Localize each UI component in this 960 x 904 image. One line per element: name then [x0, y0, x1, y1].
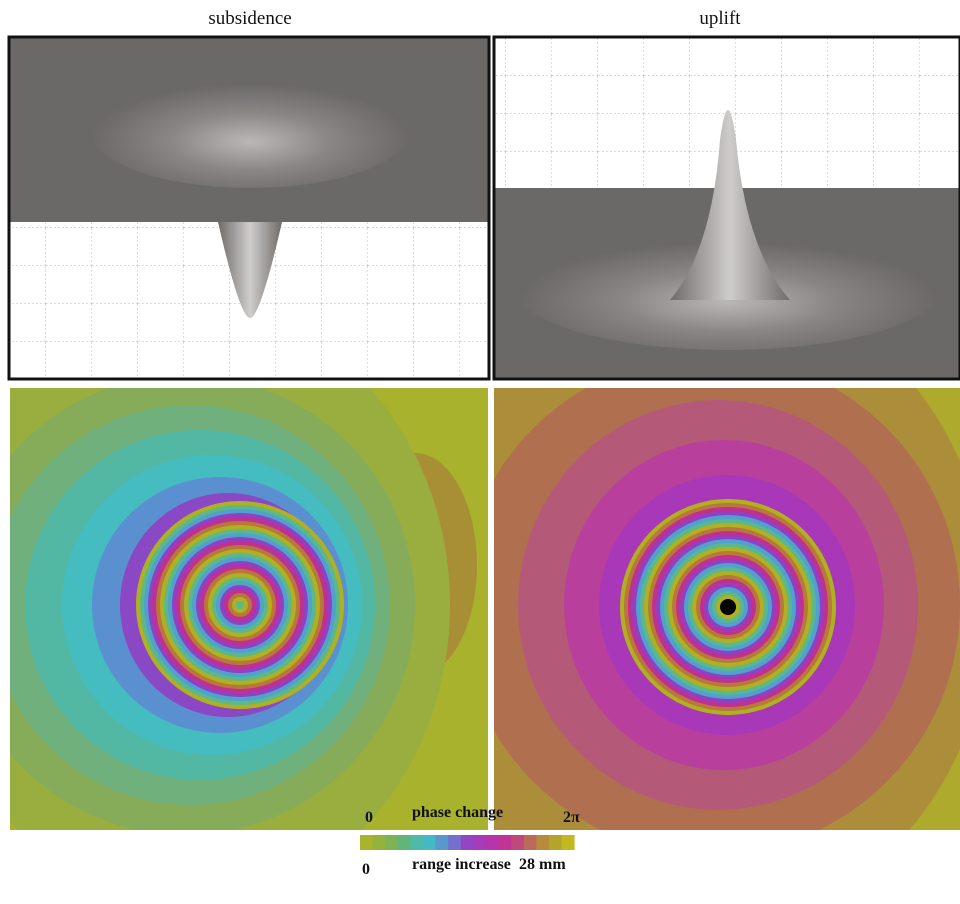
colorbar-segment: [423, 835, 436, 850]
panel-title: uplift: [699, 8, 741, 29]
colorbar-segment: [461, 835, 474, 850]
fringe: [724, 603, 732, 611]
page: {"panels":{"left_title":"subsidence","ri…: [0, 0, 960, 904]
colorbar-segment: [486, 835, 499, 850]
colorbar-segment: [473, 835, 486, 850]
colorbar-segment: [536, 835, 549, 850]
colorbar-label: 2π: [563, 809, 580, 826]
colorbar-segment: [499, 835, 512, 850]
colorbar-label: range increase: [412, 856, 511, 873]
colorbar-segment: [524, 835, 537, 850]
colorbar: [360, 835, 575, 850]
colorbar-segment: [360, 835, 373, 850]
colorbar-label: 28 mm: [519, 856, 566, 873]
colorbar-segment: [385, 835, 398, 850]
colorbar-segment: [511, 835, 524, 850]
colorbar-segment: [398, 835, 411, 850]
colorbar-segment: [549, 835, 562, 850]
colorbar-segment: [373, 835, 386, 850]
figure: subsidence uplift 0 phase change 2π 0 ra…: [0, 0, 960, 904]
panel-title: subsidence: [208, 8, 291, 29]
uplift-surface: [494, 37, 960, 379]
colorbar-label: 0: [365, 809, 373, 826]
colorbar-segment: [436, 835, 449, 850]
colorbar-segment: [562, 835, 575, 850]
subsidence-surface: [9, 37, 489, 379]
colorbar-label: phase change: [412, 804, 503, 821]
colorbar-segment: [448, 835, 461, 850]
colorbar-segment: [410, 835, 423, 850]
fringe: [236, 601, 244, 609]
colorbar-label: 0: [362, 861, 370, 878]
